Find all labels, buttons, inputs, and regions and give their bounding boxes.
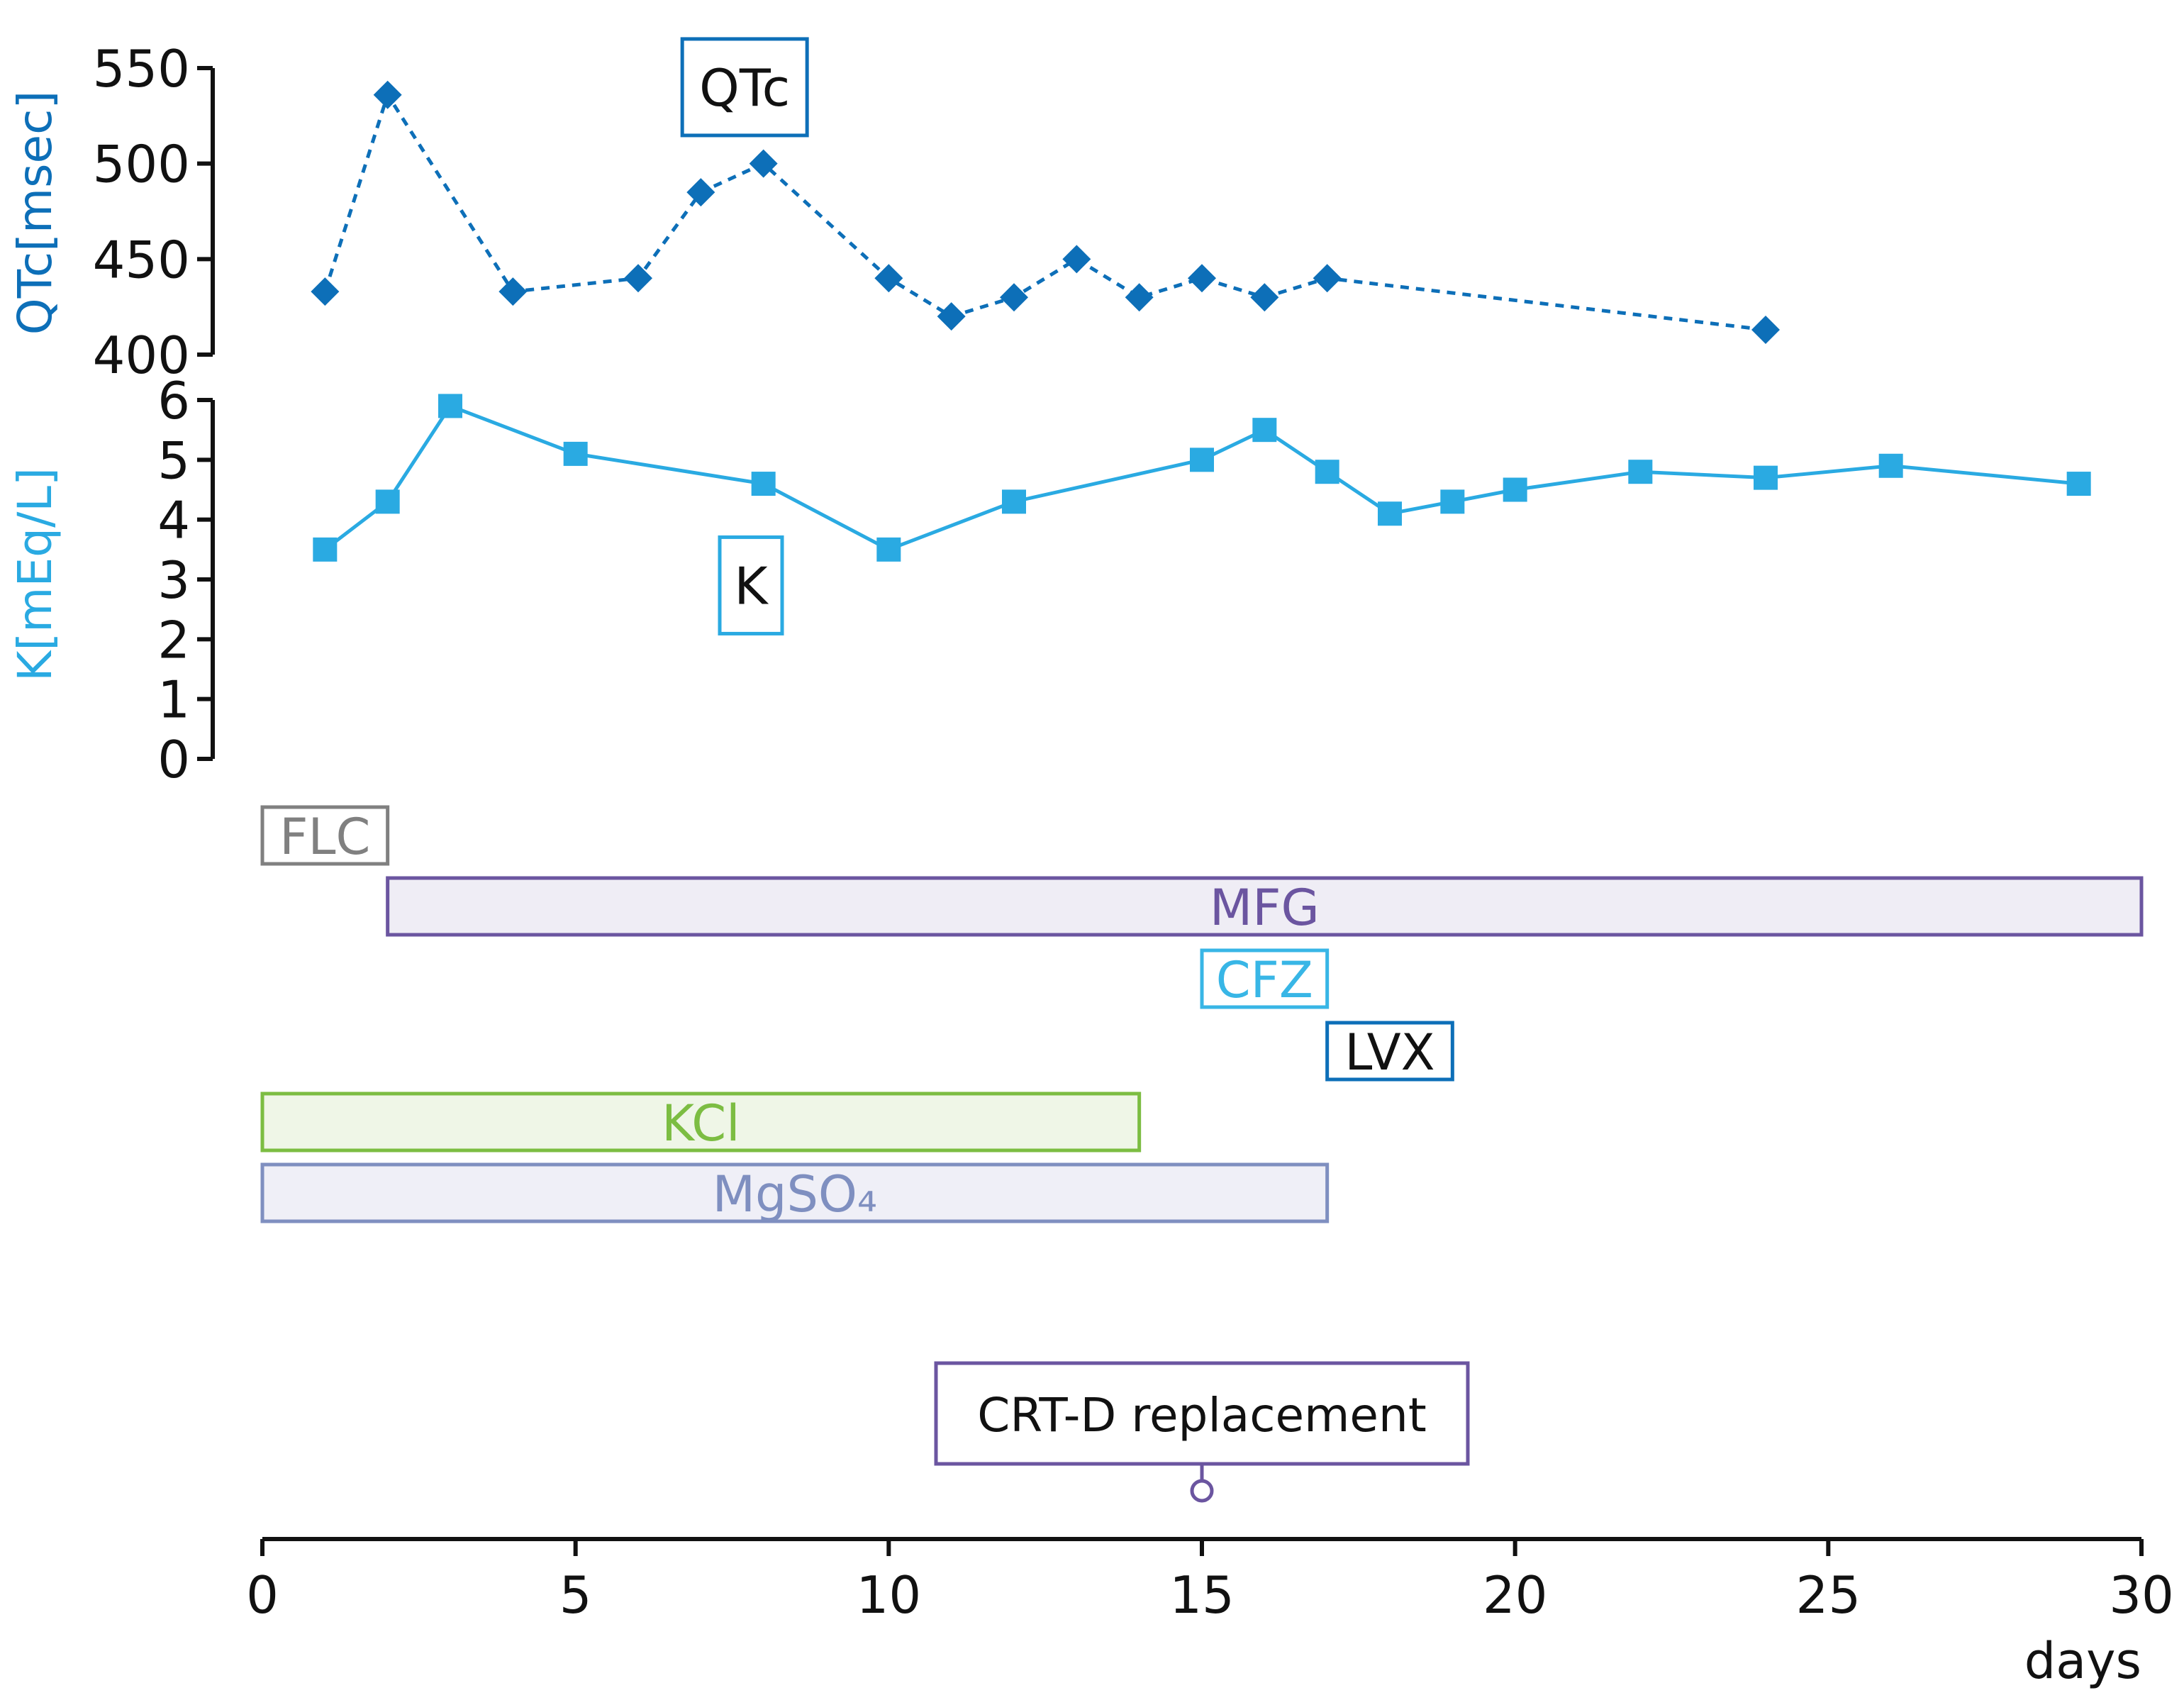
qtc-data-point [686, 178, 715, 207]
k-data-point [1754, 465, 1778, 490]
qtc-series-line [323, 90, 1766, 332]
cfz-medication-bar [1200, 948, 1330, 1009]
x-tick-label: 15 [1169, 1565, 1235, 1625]
qtc-data-point [1313, 264, 1342, 293]
qtc-data-point [311, 277, 340, 306]
qtc-y-axis: 400 450 500 550 QTc[msec] [8, 39, 215, 385]
k-data-point [876, 537, 901, 562]
qtc-label-text: QTc [699, 58, 790, 118]
k-data-point [563, 441, 588, 466]
k-data-point [751, 472, 776, 496]
k-data-point [2066, 472, 2091, 496]
k-data-point [1190, 448, 1214, 472]
k-series-line [323, 404, 2079, 552]
k-tick-label: 4 [157, 491, 190, 550]
qtc-data-point [1000, 283, 1028, 312]
qtc-data-point [874, 264, 903, 293]
qtc-data-point [1751, 315, 1780, 344]
k-tick-label: 0 [157, 730, 190, 789]
k-data-point [1378, 501, 1402, 526]
k-data-point [438, 394, 462, 418]
qtc-data-point [498, 277, 528, 306]
x-tick-label: 25 [1796, 1565, 1861, 1625]
k-data-point [1315, 460, 1339, 484]
k-data-point [313, 537, 338, 562]
cfz-medication-label: CFZ [1216, 951, 1313, 1009]
event-label: CRT-D replacement [977, 1388, 1426, 1443]
k-data-point [1252, 418, 1277, 443]
k-tick-label: 5 [157, 431, 190, 490]
events-layer: CRT-D replacement [934, 1361, 1470, 1503]
x-axis-title: days [2024, 1632, 2141, 1690]
k-label-box [718, 535, 784, 635]
mgso-medication-label: MgSO₄ [713, 1165, 877, 1223]
x-axis: 0 5 10 15 20 25 30 days [246, 1537, 2174, 1690]
qtc-tick-label: 400 [93, 326, 190, 385]
event-box [934, 1361, 1470, 1466]
flc-medication-bar [260, 805, 390, 866]
mfg-medication-bar [386, 876, 2144, 937]
k-label-text: K [734, 556, 769, 616]
qtc-data-point [1188, 264, 1216, 293]
qtc-tick-label: 550 [93, 39, 190, 99]
qtc-data-point [749, 149, 778, 178]
flc-medication-label: FLC [279, 808, 370, 866]
series-layer: QTc K [311, 37, 2091, 635]
qtc-data-point [1062, 245, 1091, 274]
x-tick-label: 20 [1483, 1565, 1548, 1625]
k-data-point [1440, 489, 1465, 514]
k-data-point [1878, 453, 1903, 478]
k-data-point [1002, 489, 1026, 514]
x-tick-label: 5 [559, 1565, 592, 1625]
qtc-data-point [1250, 283, 1279, 312]
event-marker [1190, 1479, 1214, 1503]
k-tick-label: 2 [157, 610, 190, 670]
qtc-data-point [373, 80, 402, 109]
k-axis-title: K[mEq/L] [8, 467, 62, 682]
k-data-point [1503, 477, 1527, 502]
k-data-point [375, 489, 400, 514]
qtc-label-box [680, 37, 809, 138]
qtc-tick-label: 500 [93, 135, 190, 194]
lvx-medication-bar [1325, 1021, 1454, 1082]
k-tick-label: 6 [157, 371, 190, 431]
lvx-medication-label: LVX [1344, 1023, 1434, 1082]
qtc-axis-title: QTc[msec] [8, 91, 62, 335]
qtc-data-point [1125, 283, 1154, 312]
qtc-data-point [624, 264, 652, 293]
k-data-point [1628, 460, 1653, 484]
mgso-medication-bar [260, 1162, 1330, 1223]
qtc-data-point [937, 302, 966, 331]
x-tick-label: 10 [857, 1565, 922, 1625]
k-tick-label: 3 [157, 550, 190, 610]
kcl-medication-label: KCl [662, 1094, 740, 1153]
mfg-medication-label: MFG [1210, 879, 1320, 937]
k-tick-label: 1 [157, 670, 190, 730]
x-tick-label: 30 [2109, 1565, 2174, 1625]
medication-bars: FLC MFG CFZ LVX KCl MgSO₄ [260, 805, 2144, 1223]
kcl-medication-bar [260, 1092, 1142, 1153]
x-tick-label: 0 [246, 1565, 279, 1625]
qtc-tick-label: 450 [93, 230, 190, 289]
